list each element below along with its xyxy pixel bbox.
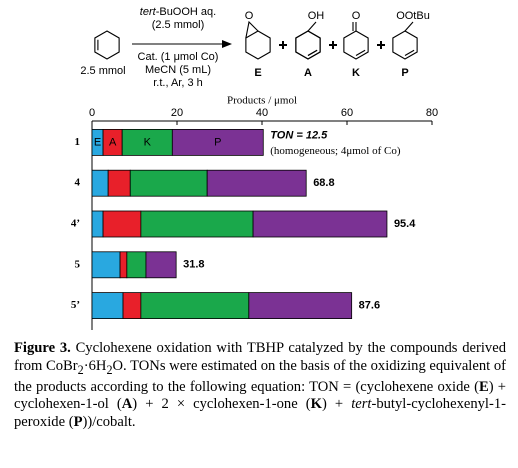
bond xyxy=(307,21,317,32)
reagent-part: tert xyxy=(140,6,157,18)
bar-segment xyxy=(91,169,109,197)
substituent: OH xyxy=(308,10,325,22)
substrate-amount: 2.5 mmol xyxy=(80,65,125,77)
ring xyxy=(295,30,321,60)
segment-label: E xyxy=(94,136,101,148)
bar-segment xyxy=(145,251,177,279)
epoxide xyxy=(245,20,259,39)
bar-segment xyxy=(122,292,142,320)
caption-text: ) + xyxy=(321,396,352,413)
bar-segment xyxy=(102,210,142,238)
ring xyxy=(295,30,321,60)
segment-label: K xyxy=(144,136,152,148)
caption-text: ) + 2 × cyclohexen-1-one ( xyxy=(132,396,311,413)
caption-bold: K xyxy=(310,396,322,413)
bar-segment xyxy=(140,210,254,238)
caption-text: -butyl-cyclohexenyl-1-peroxide ( xyxy=(14,396,507,430)
condition: Cat. (1 μmol Co) xyxy=(138,51,219,63)
caption-italic: tert xyxy=(351,396,372,413)
bar-segment xyxy=(119,251,128,279)
segment-label: A xyxy=(109,136,117,148)
caption-text: ))/cobalt. xyxy=(82,413,136,430)
y-tick-label: 4’ xyxy=(71,218,80,230)
bar-segment xyxy=(129,169,208,197)
bar-segment xyxy=(126,251,147,279)
reagent: (2.5 mmol) xyxy=(152,19,205,31)
x-tick-label: 0 xyxy=(89,107,95,119)
product-label: A xyxy=(304,67,312,79)
ring xyxy=(392,30,418,60)
bar-label: TON = 12.5 xyxy=(270,129,328,141)
condition: r.t., Ar, 3 h xyxy=(153,77,203,89)
note: (homogeneous; 4μmol of Co) xyxy=(270,145,401,157)
double-bond xyxy=(404,49,415,56)
x-tick-label: 40 xyxy=(256,107,268,119)
x-tick-label: 80 xyxy=(426,107,438,119)
caption-label: Figure 3. xyxy=(14,340,71,356)
y-tick-label: 5’ xyxy=(71,299,80,311)
bar-segment xyxy=(140,292,250,320)
x-tick-label: 60 xyxy=(341,107,353,119)
y-tick-label: 1 xyxy=(75,136,81,148)
caption-text: ·6H xyxy=(83,357,107,374)
double-bond xyxy=(307,49,318,56)
x-tick-label: 20 xyxy=(171,107,183,119)
caption-bold: E xyxy=(478,378,489,395)
bond xyxy=(404,21,414,32)
caption-text: ) + cyclohexen-1-ol ( xyxy=(14,378,506,413)
substituent: OOtBu xyxy=(396,10,430,22)
ring xyxy=(245,30,271,60)
bar-segment xyxy=(91,292,124,320)
double-bond xyxy=(355,49,366,56)
reagent-part: -BuOOH aq. xyxy=(156,6,217,18)
bar-label: 68.8 xyxy=(313,177,334,189)
figure: tert-BuOOH aq. (2.5 mmol) Cat. (1 μmol C… xyxy=(71,6,438,330)
caption-sub: 2 xyxy=(77,362,84,377)
substituent: O xyxy=(352,10,361,22)
bar-segment xyxy=(107,169,131,197)
caption-sub: 2 xyxy=(106,362,113,377)
bar-segment xyxy=(171,128,264,156)
product-label: P xyxy=(401,67,408,79)
product-label: E xyxy=(254,67,261,79)
bar-segment xyxy=(91,210,104,238)
segment-label: P xyxy=(214,136,221,148)
product-label: K xyxy=(352,67,360,79)
caption-text: O. TONs were estimated on the basis of t… xyxy=(14,357,506,395)
bar-segment xyxy=(252,210,388,238)
ring xyxy=(343,30,369,60)
bar-label: 87.6 xyxy=(359,300,380,312)
bar-segment xyxy=(121,128,173,156)
substituent: O xyxy=(245,10,254,22)
y-tick-label: 5 xyxy=(75,258,81,270)
x-axis-label: Products / μmol xyxy=(227,95,297,107)
reagent: tert-BuOOH aq. xyxy=(140,6,216,18)
bar-label: 31.8 xyxy=(183,259,204,271)
y-tick-label: 4 xyxy=(75,177,81,189)
condition: MeCN (5 mL) xyxy=(145,64,211,76)
bar-segment xyxy=(248,292,353,320)
caption-text: Cyclohexene oxidation with TBHP catalyze… xyxy=(14,340,507,374)
ring xyxy=(94,30,120,60)
caption: Figure 3. Cyclohexene oxidation with TBH… xyxy=(14,340,506,431)
caption-bold: P xyxy=(73,413,83,430)
caption-bold: A xyxy=(121,396,133,413)
bar-segment xyxy=(91,251,121,279)
arrow-head xyxy=(222,40,232,48)
bar-label: 95.4 xyxy=(394,218,416,230)
bar-segment xyxy=(206,169,307,197)
